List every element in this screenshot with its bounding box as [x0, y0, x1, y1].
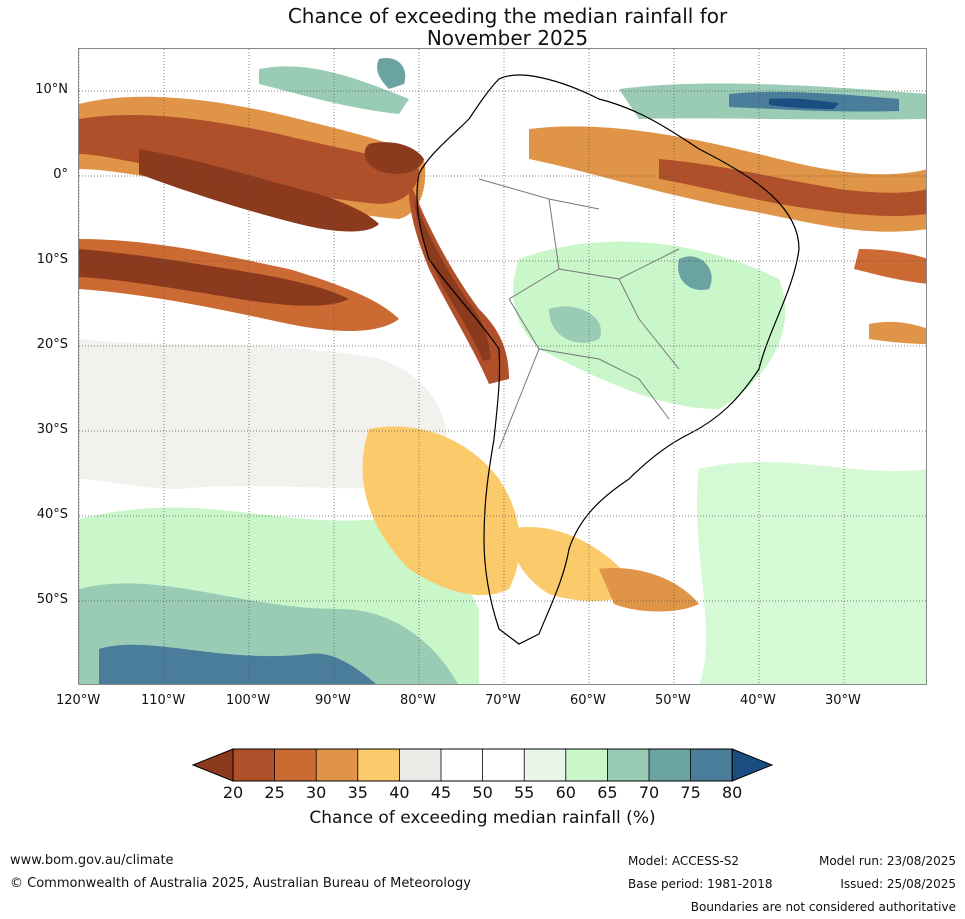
dry-region-patagonia [362, 426, 520, 596]
colorbar-tick-20: 20 [222, 783, 244, 802]
colorbar-tick-25: 25 [264, 783, 285, 802]
lon-label-80w: 80°W [400, 693, 436, 708]
lon-label-90w: 90°W [315, 693, 351, 708]
lat-label-30s: 30°S [36, 422, 68, 437]
colorbar-bin-45-50 [441, 749, 483, 781]
gray-region-mid [79, 339, 447, 489]
lon-label-60w: 60°W [570, 693, 606, 708]
colorbar-tick-30: 30 [306, 783, 327, 802]
colorbar-bin-55-60 [524, 749, 566, 781]
footer-copyright: © Commonwealth of Australia 2025, Austra… [10, 876, 471, 891]
colorbar-tick-75: 75 [680, 783, 701, 802]
lat-label-0: 0° [53, 167, 68, 182]
colorbar-bin-25-30 [274, 749, 317, 781]
teal-patches-brazil [549, 306, 601, 343]
footer-model-run: Model run: 23/08/2025 [818, 854, 956, 868]
map-canvas [79, 49, 926, 684]
colorbar-low-arrow [191, 748, 234, 782]
lon-label-30w: 30°W [825, 693, 861, 708]
country-boundaries [478, 178, 680, 450]
lon-label-50w: 50°W [655, 693, 691, 708]
colorbar-tick-60: 60 [555, 783, 576, 802]
colorbar-bin-65-70 [607, 749, 649, 781]
colorbar-bin-20-25 [233, 749, 275, 781]
lat-label-10n: 10°N [35, 82, 68, 97]
colorbar-bin-70-75 [649, 749, 691, 781]
colorbar-high-arrow [731, 748, 774, 782]
colorbar-bin-60-65 [565, 749, 608, 781]
lat-label-50s: 50°S [36, 592, 68, 607]
dry-core-ecuador [364, 142, 424, 174]
colorbar-tick-35: 35 [347, 783, 368, 802]
colorbar-tick-65: 65 [597, 783, 618, 802]
dark-region-south [99, 644, 377, 684]
map-title-line2: November 2025 [426, 26, 589, 50]
colorbar-tick-55: 55 [514, 783, 535, 802]
lat-label-40s: 40°S [36, 507, 68, 522]
colorbar-tick-40: 40 [389, 783, 410, 802]
green-region-brazil [513, 241, 786, 409]
lon-label-70w: 70°W [485, 693, 521, 708]
colorbar-bin-50-55 [482, 749, 525, 781]
coastline-south-america [416, 74, 800, 645]
lon-label-40w: 40°W [740, 693, 776, 708]
lat-label-10s: 10°S [36, 252, 68, 267]
colorbar-bin-35-40 [357, 749, 400, 781]
lon-label-100w: 100°W [226, 693, 271, 708]
footer-website[interactable]: www.bom.gov.au/climate [10, 853, 174, 868]
lon-label-120w: 120°W [56, 693, 101, 708]
footer-disclaimer: Boundaries are not considered authoritat… [690, 900, 956, 914]
green-region-east [696, 461, 926, 684]
graticule [79, 49, 926, 684]
colorbar-label: Chance of exceeding median rainfall (%) [309, 808, 656, 828]
lon-label-110w: 110°W [141, 693, 186, 708]
footer-issued: Issued: 25/08/2025 [840, 877, 956, 891]
colorbar-tick-45: 45 [430, 783, 452, 802]
colorbar-bin-40-45 [399, 749, 441, 781]
colorbar-tick-80: 80 [722, 783, 743, 802]
rainfall-map [78, 48, 927, 685]
map-title-line1: Chance of exceeding the median rainfall … [287, 4, 728, 28]
footer-model: Model: ACCESS-S2 [628, 854, 740, 868]
footer-base-period: Base period: 1981-2018 [628, 877, 773, 891]
colorbar-bin-75-80 [690, 749, 733, 781]
colorbar-tick-70: 70 [638, 783, 660, 802]
colorbar-tick-50: 50 [472, 783, 493, 802]
lat-label-20s: 20°S [36, 337, 68, 352]
colorbar-bin-30-35 [316, 749, 358, 781]
